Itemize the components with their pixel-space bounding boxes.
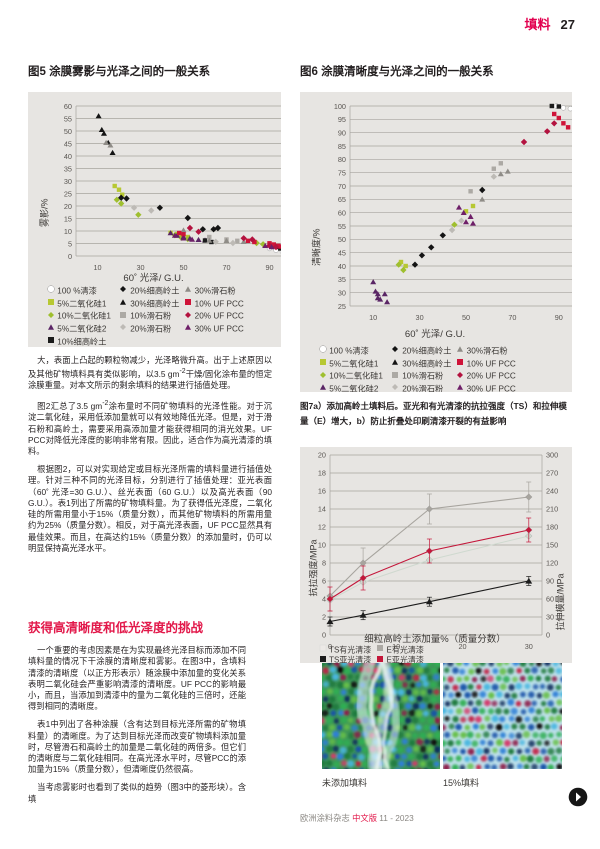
svg-text:210: 210 bbox=[546, 505, 558, 514]
svg-text:80: 80 bbox=[338, 155, 346, 164]
svg-text:55: 55 bbox=[338, 222, 346, 231]
svg-text:30: 30 bbox=[64, 177, 72, 186]
svg-text:30: 30 bbox=[338, 289, 346, 298]
svg-text:10: 10 bbox=[318, 541, 326, 550]
svg-text:180: 180 bbox=[546, 523, 558, 532]
svg-text:5: 5 bbox=[68, 239, 72, 248]
svg-text:50: 50 bbox=[64, 127, 72, 136]
svg-text:25: 25 bbox=[338, 302, 346, 311]
svg-text:16: 16 bbox=[318, 487, 326, 496]
svg-text:70: 70 bbox=[338, 182, 346, 191]
svg-text:10: 10 bbox=[369, 313, 377, 322]
svg-text:90: 90 bbox=[338, 129, 346, 138]
svg-text:85: 85 bbox=[338, 142, 346, 151]
svg-text:270: 270 bbox=[546, 469, 558, 478]
svg-text:15: 15 bbox=[64, 214, 72, 223]
svg-text:60: 60 bbox=[338, 209, 346, 218]
svg-text:300: 300 bbox=[546, 451, 558, 460]
svg-text:45: 45 bbox=[338, 249, 346, 258]
svg-text:10: 10 bbox=[64, 227, 72, 236]
svg-text:8: 8 bbox=[322, 559, 326, 568]
svg-text:100: 100 bbox=[334, 102, 346, 111]
svg-text:65: 65 bbox=[338, 195, 346, 204]
svg-text:40: 40 bbox=[338, 262, 346, 271]
svg-text:75: 75 bbox=[338, 169, 346, 178]
svg-text:70: 70 bbox=[508, 313, 516, 322]
svg-text:12: 12 bbox=[318, 523, 326, 532]
svg-text:40: 40 bbox=[64, 152, 72, 161]
svg-text:30: 30 bbox=[416, 313, 424, 322]
svg-text:2: 2 bbox=[322, 613, 326, 622]
svg-text:18: 18 bbox=[318, 469, 326, 478]
svg-text:120: 120 bbox=[546, 559, 558, 568]
svg-text:60: 60 bbox=[64, 102, 72, 111]
svg-text:90: 90 bbox=[265, 263, 273, 272]
svg-text:150: 150 bbox=[546, 541, 558, 550]
svg-text:45: 45 bbox=[64, 139, 72, 148]
svg-text:4: 4 bbox=[322, 595, 326, 604]
svg-text:20: 20 bbox=[64, 202, 72, 211]
svg-text:35: 35 bbox=[338, 275, 346, 284]
svg-text:6: 6 bbox=[322, 577, 326, 586]
svg-text:55: 55 bbox=[64, 114, 72, 123]
svg-text:95: 95 bbox=[338, 115, 346, 124]
svg-text:50: 50 bbox=[338, 235, 346, 244]
svg-text:0: 0 bbox=[68, 252, 72, 261]
svg-text:35: 35 bbox=[64, 164, 72, 173]
svg-text:20: 20 bbox=[318, 451, 326, 460]
svg-text:14: 14 bbox=[318, 505, 326, 514]
svg-text:50: 50 bbox=[462, 313, 470, 322]
svg-text:25: 25 bbox=[64, 189, 72, 198]
svg-text:240: 240 bbox=[546, 487, 558, 496]
svg-text:90: 90 bbox=[555, 313, 563, 322]
